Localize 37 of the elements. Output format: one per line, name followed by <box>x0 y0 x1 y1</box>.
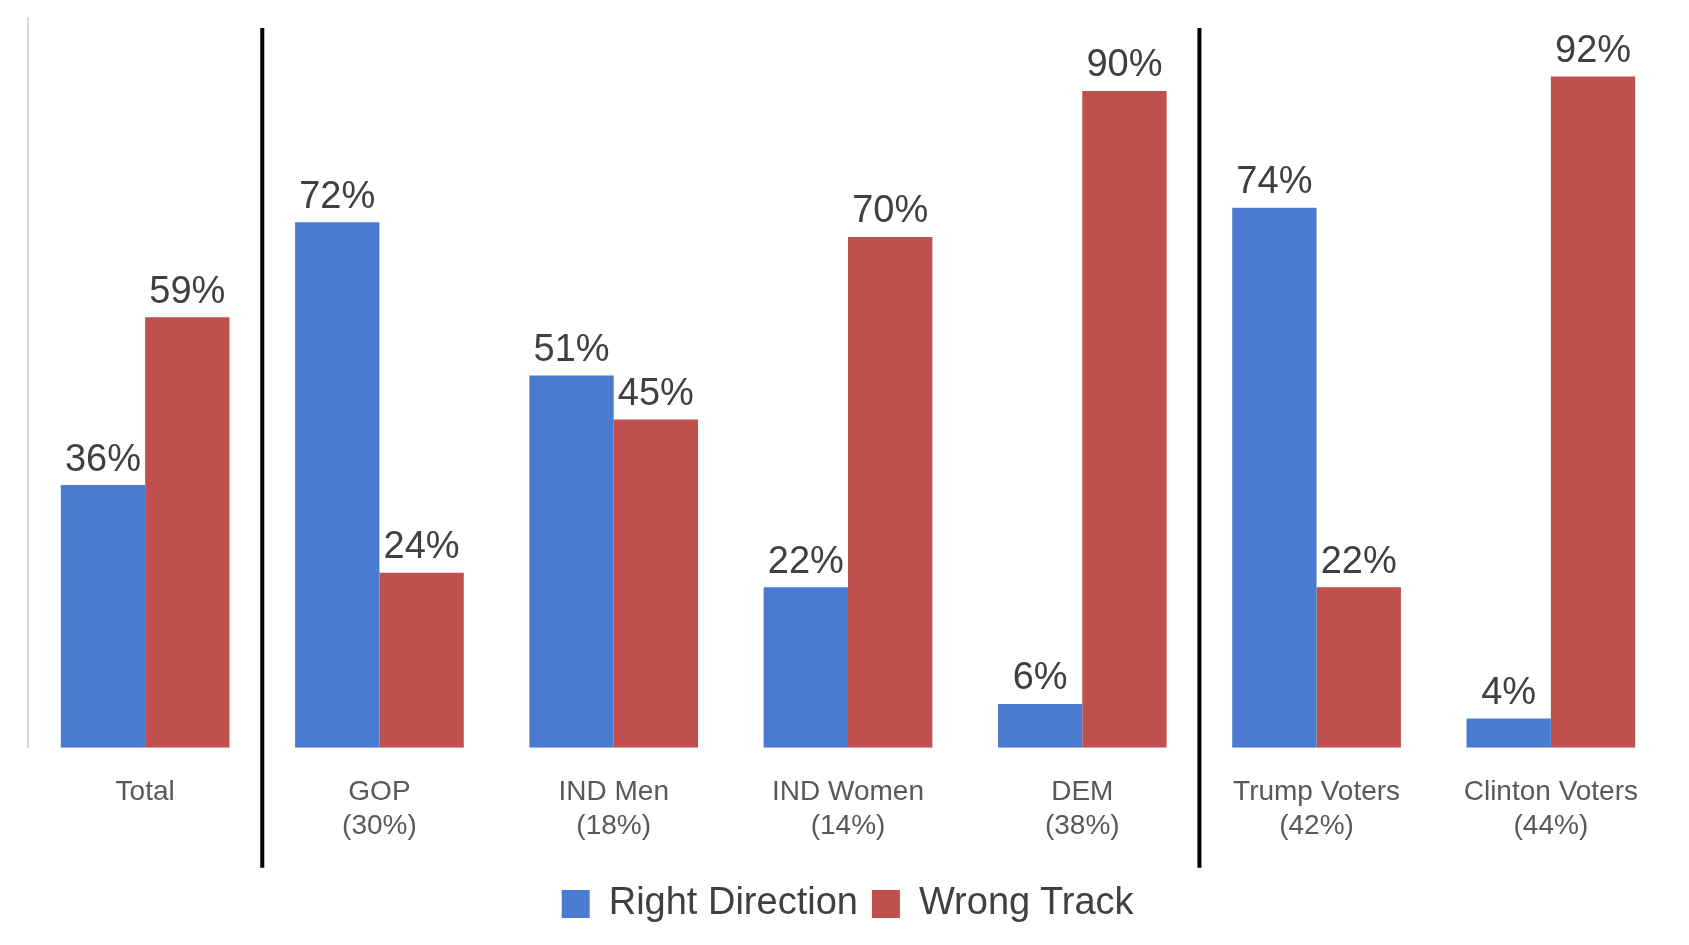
bar <box>1466 718 1551 748</box>
data-label: 72% <box>299 173 376 216</box>
x-tick-label: IND Women (14%) <box>772 775 924 840</box>
data-label: 22% <box>767 538 844 581</box>
data-label: 36% <box>64 436 141 479</box>
x-tick-label: GOP (30%) <box>342 775 417 840</box>
bar <box>763 587 848 748</box>
x-tick-label: IND Men (18%) <box>558 775 669 840</box>
data-label: 24% <box>383 524 460 567</box>
data-label: 45% <box>617 370 694 413</box>
data-label: 70% <box>852 188 929 231</box>
legend-label: Wrong Track <box>918 880 1135 923</box>
data-label: 6% <box>1012 655 1068 698</box>
x-tick-label: Total <box>115 775 175 807</box>
data-label: 59% <box>149 268 226 311</box>
bar <box>1550 76 1636 748</box>
data-label: 51% <box>533 327 610 370</box>
bar <box>997 704 1083 748</box>
bar <box>529 375 614 748</box>
bar <box>145 317 230 748</box>
bar <box>1316 587 1401 748</box>
bar <box>613 419 699 748</box>
data-label: 90% <box>1086 42 1163 85</box>
data-label: 22% <box>1320 538 1397 581</box>
bar <box>1082 90 1167 748</box>
bar <box>379 572 464 748</box>
x-tick-label: Clinton Voters (44%) <box>1463 775 1639 840</box>
bar <box>60 485 146 748</box>
x-tick-label: Trump Voters (42%) <box>1233 775 1401 840</box>
data-label: 92% <box>1555 27 1632 70</box>
bar <box>295 222 380 748</box>
bar <box>1232 207 1317 748</box>
data-label: 74% <box>1236 159 1313 202</box>
x-tick-label: DEM (38%) <box>1044 775 1120 840</box>
bar <box>848 236 933 748</box>
data-label: 4% <box>1481 670 1537 713</box>
legend-label: Right Direction <box>608 880 858 923</box>
